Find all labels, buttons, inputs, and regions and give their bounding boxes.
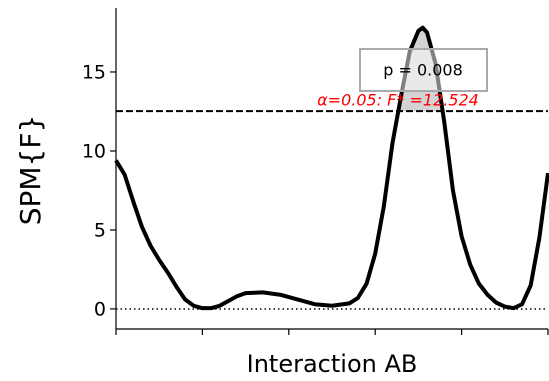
annotation: p = 0.008: [383, 61, 463, 80]
annotation-box: [359, 48, 488, 92]
y-axis-label: SPM{F}: [14, 115, 47, 226]
y-tick-label: 15: [82, 61, 106, 83]
x-axis-label: Interaction AB: [247, 350, 418, 378]
y-tick-label: 10: [82, 140, 106, 162]
threshold-label: α=0.05: F* =12.524: [317, 91, 479, 110]
y-tick-label: 0: [94, 298, 106, 320]
spm-curve: [114, 25, 549, 311]
y-tick-label: 5: [94, 219, 106, 241]
